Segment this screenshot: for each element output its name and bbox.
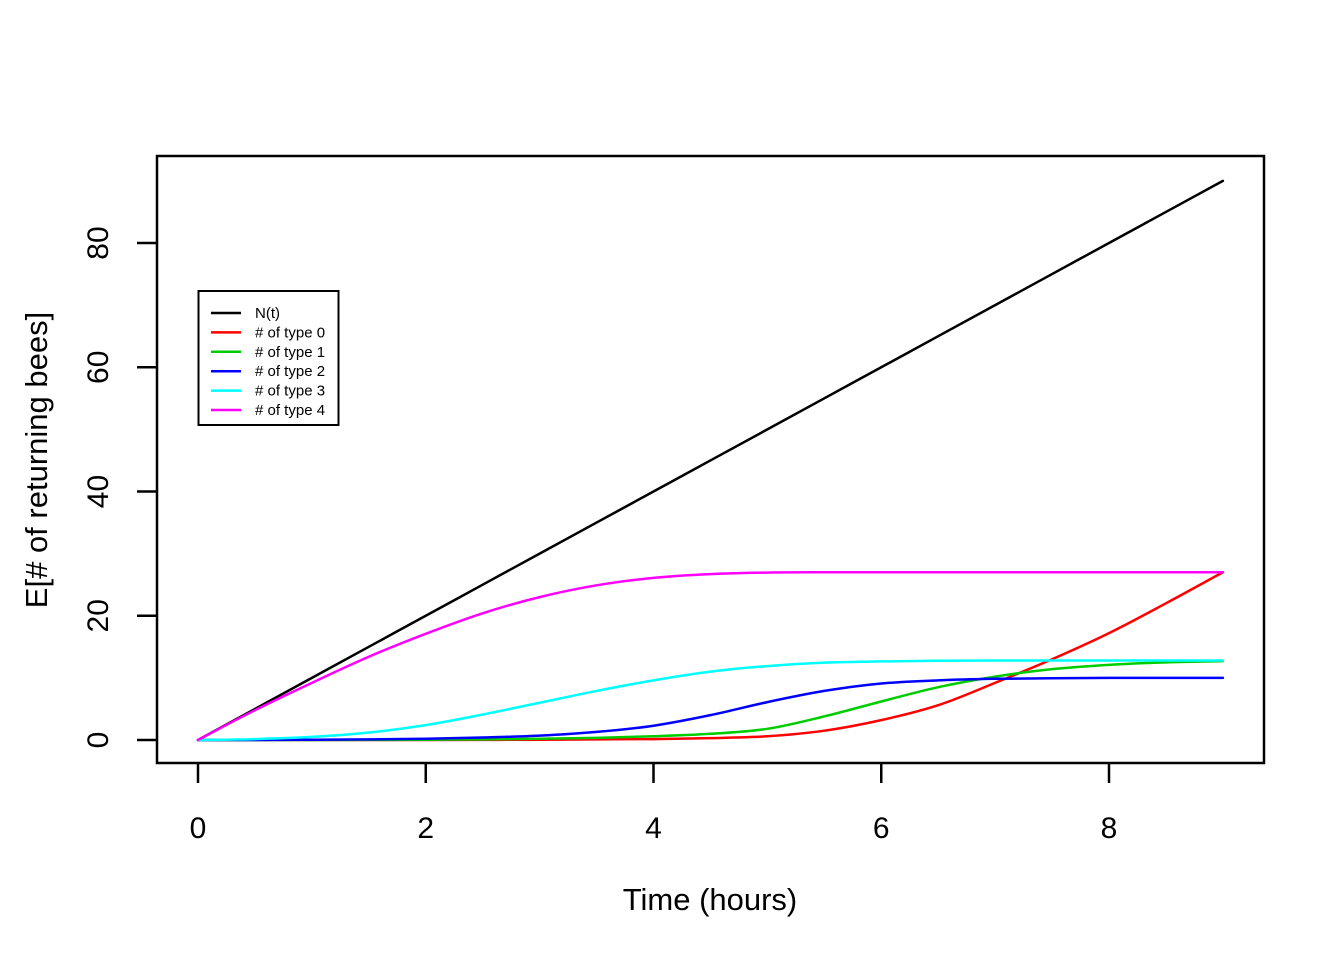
series-line--of-type-2: [196, 676, 1225, 742]
series-line--of-type-4: [196, 570, 1225, 742]
series-line--of-type-3: [196, 659, 1225, 742]
x-tick-label: 4: [645, 812, 662, 845]
legend: N(t) # of type 0 # of type 1 # of type 2 # o…: [197, 290, 340, 426]
series-line--of-type-1: [196, 659, 1225, 742]
x-tick-label: 0: [190, 812, 207, 845]
plot-border: [155, 154, 1266, 765]
y-tick-label: 80: [82, 226, 115, 259]
y-tick-label: 20: [82, 599, 115, 632]
legend-entry-label: # of type 2: [255, 363, 325, 380]
x-tick-label: 6: [873, 812, 890, 845]
y-axis-title: E[# of returning bees]: [19, 312, 54, 608]
x-tick-label: 8: [1101, 812, 1118, 845]
series-line-n-t-: [196, 179, 1225, 742]
legend-entry-label: # of type 1: [255, 344, 325, 361]
y-tick-label: 40: [82, 475, 115, 508]
series-layer: [196, 179, 1225, 742]
x-tick-label: 2: [417, 812, 434, 845]
legend-entry-label: # of type 4: [255, 402, 325, 419]
y-tick-label: 0: [82, 732, 115, 749]
y-tick-label: 60: [82, 351, 115, 384]
x-axis-title: Time (hours): [623, 882, 798, 917]
legend-entry-label: N(t): [255, 305, 280, 322]
legend-entry-label: # of type 0: [255, 324, 325, 341]
legend-entry-label: # of type 3: [255, 383, 325, 400]
